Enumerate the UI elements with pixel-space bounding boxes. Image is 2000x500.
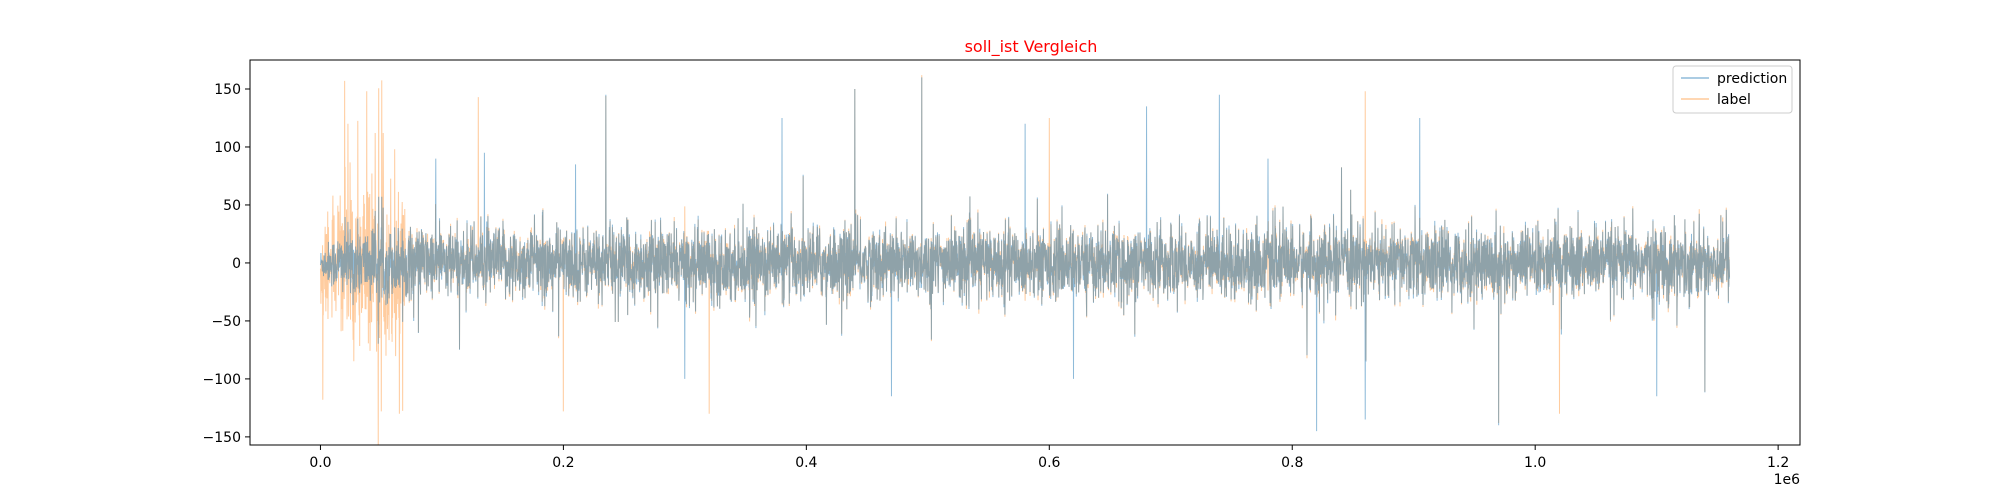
- legend-label-label: label: [1717, 92, 1751, 108]
- legend: prediction label: [1672, 65, 1793, 114]
- y-tick-label: −150: [203, 430, 241, 446]
- x-tick-label: 0.8: [1281, 455, 1303, 471]
- y-tick-label: 50: [223, 198, 241, 214]
- plot-area: [249, 59, 1801, 446]
- x-tick-label: 0.4: [795, 455, 817, 471]
- x-tick-label: 0.0: [309, 455, 331, 471]
- x-tick-label: 0.2: [552, 455, 574, 471]
- x-tick-label: 1.2: [1767, 455, 1789, 471]
- series-line-prediction: [319, 77, 1731, 432]
- y-tick-label: 150: [214, 82, 241, 98]
- y-axis: −150 −100 −50 0 50 100 150: [203, 82, 250, 446]
- x-tick-label: 0.6: [1038, 455, 1060, 471]
- axes-frame: [249, 59, 1801, 446]
- legend-label-prediction: prediction: [1717, 71, 1787, 87]
- x-tick-label: 1.0: [1524, 455, 1546, 471]
- y-tick-label: −100: [203, 372, 241, 388]
- y-tick-label: −50: [211, 314, 241, 330]
- chart-title: soll_ist Vergleich: [965, 37, 1098, 57]
- x-axis: 0.0 0.2 0.4 0.6 0.8 1.0 1.2: [309, 445, 1789, 471]
- y-tick-label: 100: [214, 140, 241, 156]
- y-tick-label: 0: [232, 256, 241, 272]
- x-offset-label: 1e6: [1774, 472, 1801, 488]
- series-group: [319, 75, 1731, 445]
